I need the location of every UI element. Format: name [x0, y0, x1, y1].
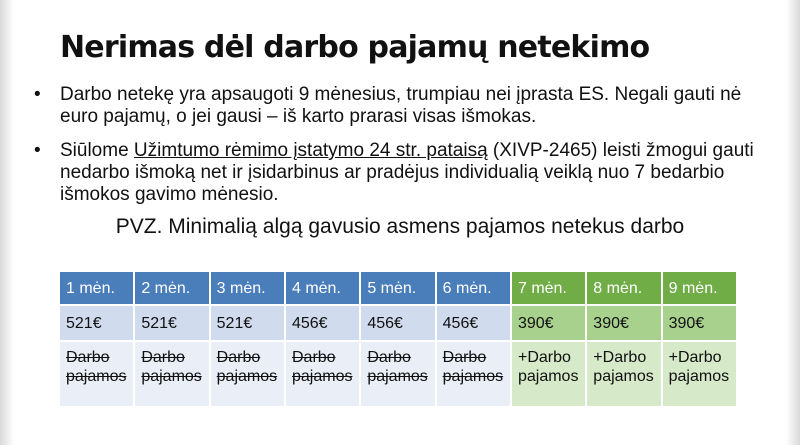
amount-cell: 521€	[208, 304, 286, 342]
income-note-line2: pajamos	[216, 368, 278, 385]
month-cell: 7 mėn.	[509, 270, 588, 306]
bullet-text-start: Siūlome	[60, 140, 134, 161]
income-note-line2: pajamos	[668, 368, 730, 385]
amount-cell: 390€	[509, 304, 588, 342]
month-cell: 6 mėn.	[434, 270, 512, 306]
income-note-line1: Darbo	[141, 349, 185, 366]
bullet-text: Darbo netekę yra apsaugoti 9 mėnesius, t…	[60, 84, 742, 127]
bullet-item-protection: • Darbo netekę yra apsaugoti 9 mėnesius,…	[34, 84, 784, 128]
income-note-line1: Darbo	[367, 349, 411, 366]
amount-cell: 521€	[57, 304, 136, 342]
month-cell: 1 mėn.	[57, 270, 136, 306]
income-note-line1: Darbo	[442, 349, 487, 366]
table-row-income-notes: Darbo pajamos Darbo pajamos Darbo pajamo…	[57, 340, 739, 408]
month-cell: 4 mėn.	[283, 270, 362, 306]
bullet-marker: •	[34, 84, 41, 105]
amount-cell: 456€	[434, 304, 512, 342]
income-note-line2: pajamos	[291, 368, 353, 385]
table-row-months: 1 mėn. 2 mėn. 3 mėn. 4 mėn. 5 mėn. 6 mėn…	[57, 270, 739, 306]
bullet-item-proposal: • Siūlome Užimtumo rėmimo įstatymo 24 st…	[34, 140, 784, 206]
month-cell: 9 mėn.	[660, 270, 739, 306]
table-row-amounts: 521€ 521€ 521€ 456€ 456€ 456€ 390€ 390€ …	[57, 304, 739, 342]
income-note-cell: +Darbo pajamos	[509, 340, 588, 408]
income-note-line2: pajamos	[517, 368, 579, 385]
slide-left-edge-shadow	[0, 0, 14, 445]
month-cell: 5 mėn.	[359, 270, 437, 306]
income-note-cell: +Darbo pajamos	[585, 340, 663, 408]
income-note-line1: Darbo	[216, 349, 261, 366]
income-note-cell: +Darbo pajamos	[660, 340, 739, 408]
income-note-cell: Darbo pajamos	[57, 340, 136, 408]
amount-cell: 521€	[133, 304, 211, 342]
bullet-marker: •	[34, 140, 41, 161]
income-note-line2: pajamos	[367, 368, 428, 385]
income-note-line2: pajamos	[442, 368, 504, 385]
bullet-list: • Darbo netekę yra apsaugoti 9 mėnesius,…	[34, 84, 784, 206]
law-amendment-link[interactable]: Užimtumo rėmimo įstatymo 24 str. pataisą	[133, 140, 488, 161]
income-note-cell: Darbo pajamos	[283, 340, 362, 408]
income-note-cell: Darbo pajamos	[359, 340, 437, 408]
slide-title: Nerimas dėl darbo pajamų netekimo	[60, 30, 650, 65]
income-note-line1: +Darbo	[593, 349, 647, 366]
amount-cell: 456€	[359, 304, 437, 342]
income-note-cell: Darbo pajamos	[208, 340, 286, 408]
slide-right-edge-shadow	[786, 0, 800, 445]
bullet-text-end: (XIVP-2465) leisti žmogui gauti nedarbo …	[60, 140, 754, 205]
income-note-line1: +Darbo	[668, 349, 722, 366]
income-note-line2: pajamos	[593, 368, 654, 385]
month-cell: 8 mėn.	[585, 270, 663, 306]
income-note-cell: Darbo pajamos	[434, 340, 512, 408]
income-note-line1: +Darbo	[517, 349, 571, 366]
income-note-line2: pajamos	[141, 368, 202, 385]
example-heading: PVZ. Minimalią algą gavusio asmens pajam…	[115, 215, 685, 238]
income-note-line1: Darbo	[66, 349, 110, 366]
amount-cell: 390€	[585, 304, 663, 342]
amount-cell: 456€	[283, 304, 362, 342]
income-table: 1 mėn. 2 mėn. 3 mėn. 4 mėn. 5 mėn. 6 mėn…	[57, 270, 739, 408]
amount-cell: 390€	[660, 304, 739, 342]
income-note-line1: Darbo	[291, 349, 336, 366]
income-note-line2: pajamos	[66, 368, 127, 385]
income-note-cell: Darbo pajamos	[133, 340, 211, 408]
month-cell: 2 mėn.	[133, 270, 211, 306]
month-cell: 3 mėn.	[208, 270, 286, 306]
